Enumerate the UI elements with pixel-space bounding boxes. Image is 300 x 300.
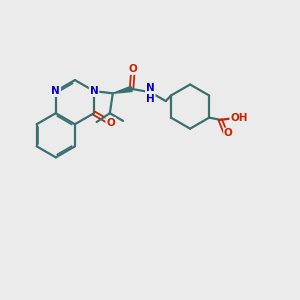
Text: N: N [90,86,98,96]
Polygon shape [113,86,132,93]
Text: O: O [106,118,115,128]
Text: N: N [51,86,60,96]
Text: N
H: N H [146,83,155,104]
Text: O: O [224,128,233,138]
Text: O: O [129,64,137,74]
Text: OH: OH [230,112,248,123]
